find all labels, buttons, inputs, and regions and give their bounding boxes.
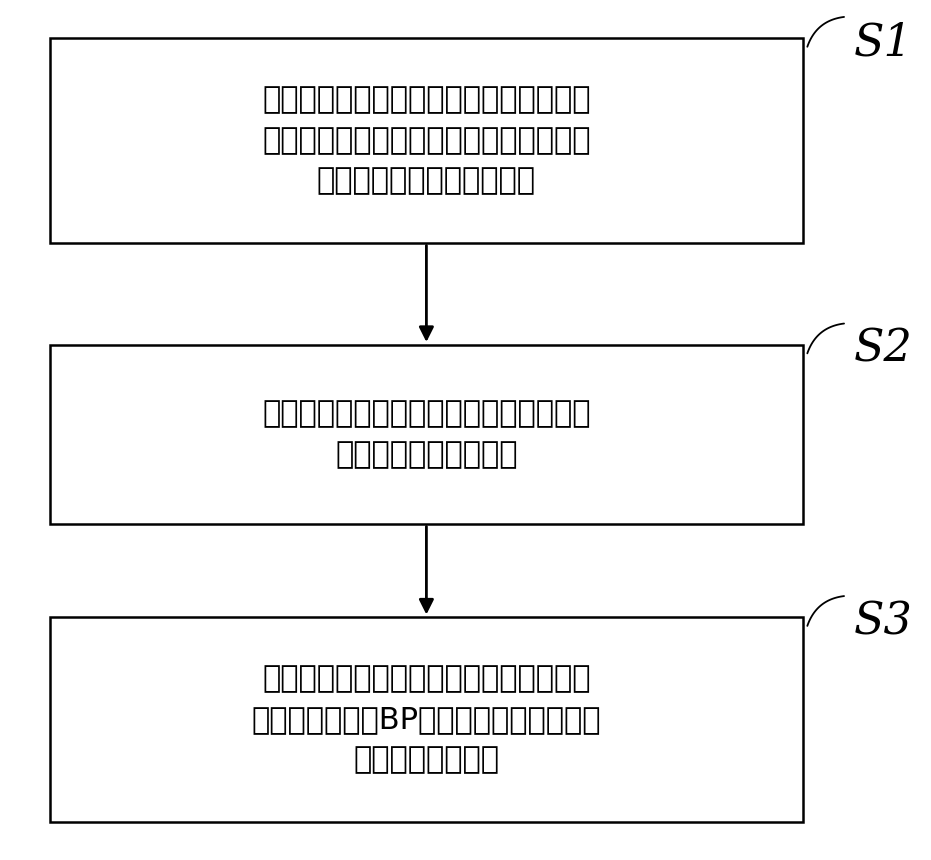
Text: 通过网络爬虫模块在各天气预报基站上进
行实时天气数据的挖掘: 通过网络爬虫模块在各天气预报基站上进 行实时天气数据的挖掘 — [263, 400, 590, 469]
Text: S1: S1 — [853, 22, 912, 64]
Text: 所述监控终端接收传感器组发送的数据，
并将这些数据用其对应的北斗定位数据标
记后存储在对应的数据库内: 所述监控终端接收传感器组发送的数据， 并将这些数据用其对应的北斗定位数据标 记后… — [263, 85, 590, 195]
Bar — [50, 38, 803, 243]
Bar — [50, 345, 803, 524]
Text: 将完成标记后的数据及其对应的实时天气
数据输入预设的BP神经网络模型中进行当
前空气质量的评估: 将完成标记后的数据及其对应的实时天气 数据输入预设的BP神经网络模型中进行当 前… — [251, 665, 601, 775]
Text: S3: S3 — [853, 600, 912, 643]
Bar — [50, 617, 803, 822]
Text: S2: S2 — [853, 328, 912, 371]
